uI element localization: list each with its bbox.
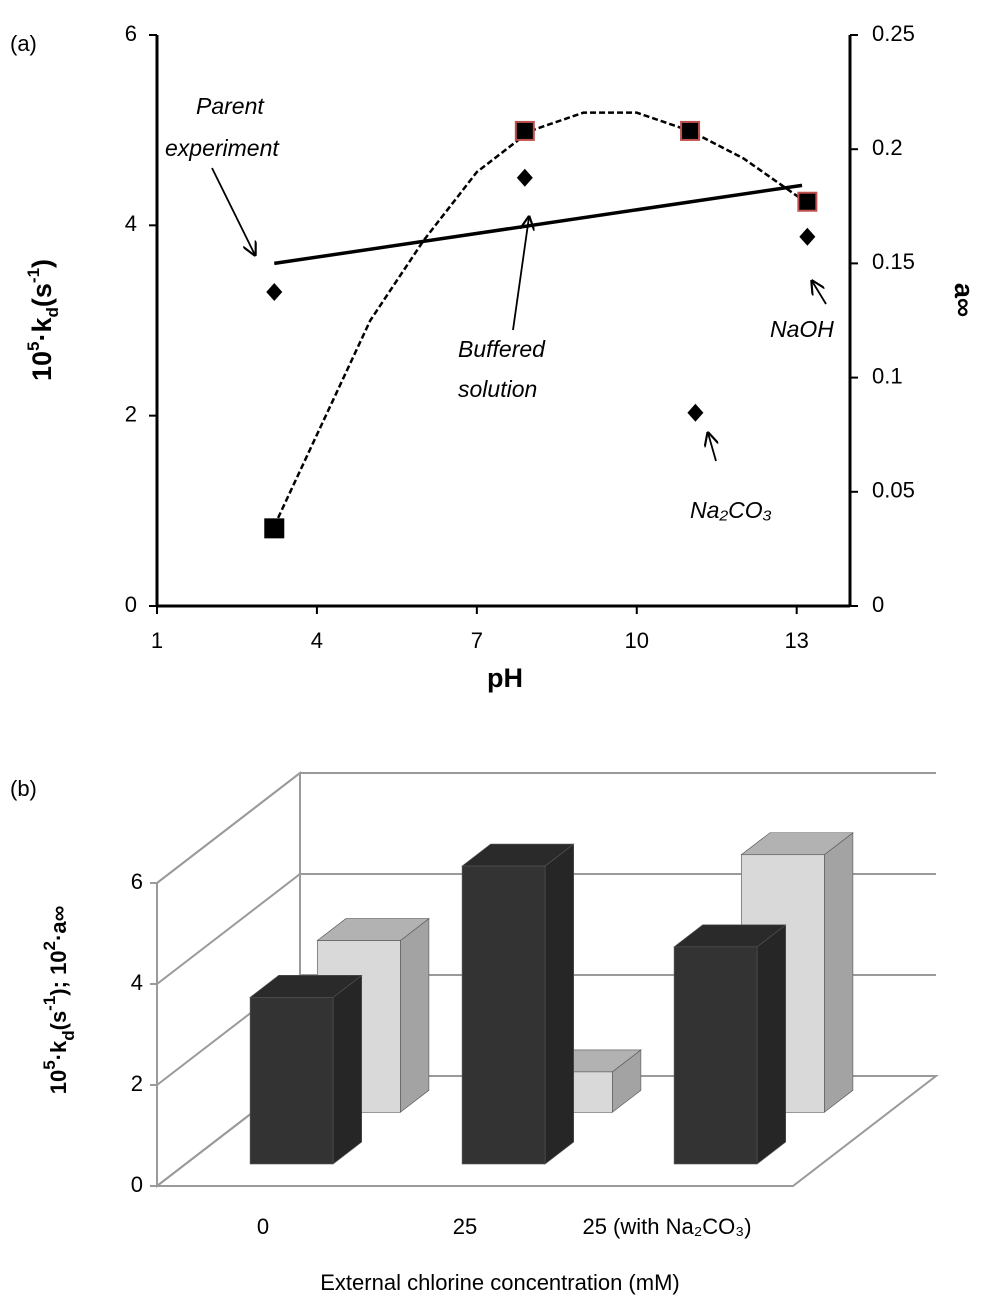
bar-side	[544, 843, 575, 1165]
axis-title-part: )	[27, 259, 57, 268]
y-tick-label: 4	[125, 211, 137, 236]
axis-title-part: d	[59, 1030, 78, 1040]
y-tick-label: 0	[125, 592, 137, 617]
axis-title-part: -1	[40, 996, 59, 1011]
annotation: solution	[458, 376, 537, 402]
annotation: NaOH	[770, 316, 834, 342]
y-tick-label: 4	[131, 970, 143, 995]
x-tick-label: 10	[625, 628, 649, 653]
bar-side	[756, 924, 787, 1165]
y2-tick-label: 0	[872, 592, 884, 617]
diamond-marker	[516, 168, 533, 187]
axis-title-part: (s	[27, 283, 57, 307]
axis-title-part: 10	[27, 351, 57, 381]
grid-line	[156, 772, 936, 884]
bar-side	[824, 832, 854, 1113]
axis-title-part: 10	[46, 1070, 71, 1094]
axis-title: 105·kd(s-1); 102·a∞	[40, 906, 78, 1095]
y2-tick-label: 0.2	[872, 135, 903, 160]
bar	[249, 997, 334, 1165]
square-marker	[797, 191, 818, 212]
annotation-arrows	[211, 167, 827, 462]
axis-title-part: ·a∞	[46, 906, 71, 941]
y2-tick-label: 0.25	[872, 21, 915, 46]
grid-line	[156, 873, 936, 985]
y2-tick-label: 0.1	[872, 363, 903, 388]
bar-side	[332, 974, 363, 1165]
solid-line	[274, 183, 803, 266]
x-tick-label: 25 (with Na₂CO₃)	[582, 1214, 751, 1239]
x-axis-title: pH	[487, 663, 523, 693]
y2-tick-label: 0.05	[872, 478, 915, 503]
x-axis-title: External chlorine concentration (mM)	[320, 1270, 679, 1295]
annotation: Parent	[196, 93, 265, 119]
axis-title-part: d	[43, 307, 62, 317]
y-tick-label: 0	[131, 1172, 143, 1197]
x-tick-label: 13	[784, 628, 808, 653]
arrow	[812, 281, 827, 305]
bar	[673, 946, 758, 1165]
axis-title-part: ·k	[27, 317, 57, 342]
arrow	[512, 217, 529, 331]
y-tick-label: 6	[125, 21, 137, 46]
x-tick-label: 25	[453, 1214, 477, 1239]
axis-title-part: 2	[40, 941, 59, 950]
square-marker	[264, 518, 285, 539]
square-marker	[680, 120, 701, 141]
diamond-marker	[687, 403, 704, 422]
axis-title-part: 5	[24, 342, 43, 351]
arrow	[211, 167, 255, 255]
bar-side	[400, 917, 430, 1113]
axis-title-part: ); 10	[46, 950, 71, 995]
x-tick-label: 1	[151, 628, 163, 653]
bar	[461, 865, 546, 1165]
axis-title-part: (s	[46, 1011, 71, 1031]
annotation: Buffered	[458, 336, 546, 362]
axis-title-part: ·k	[46, 1040, 71, 1060]
x-tick-label: 0	[257, 1214, 269, 1239]
y-tick-label: 2	[131, 1071, 143, 1096]
diamond-marker	[799, 227, 816, 246]
x-tick-label: 4	[311, 628, 323, 653]
square-marker	[514, 120, 535, 141]
dashed-line	[273, 111, 803, 527]
panel-label: (a)	[10, 31, 37, 56]
annotation: Na₂CO₃	[690, 497, 772, 523]
arrow	[708, 433, 716, 462]
axis-title-part: -1	[24, 268, 43, 283]
axis-title: 105·kd(s-1)	[24, 259, 62, 381]
y-tick-label: 6	[131, 869, 143, 894]
diamond-marker	[266, 282, 283, 301]
y2-axis-title: a∞	[949, 283, 979, 317]
y2-tick-label: 0.15	[872, 249, 915, 274]
axis-title-part: 5	[40, 1060, 59, 1069]
annotation: experiment	[165, 135, 280, 161]
x-tick-label: 7	[471, 628, 483, 653]
panel-label: (b)	[10, 776, 37, 801]
y-tick-label: 2	[125, 401, 137, 426]
